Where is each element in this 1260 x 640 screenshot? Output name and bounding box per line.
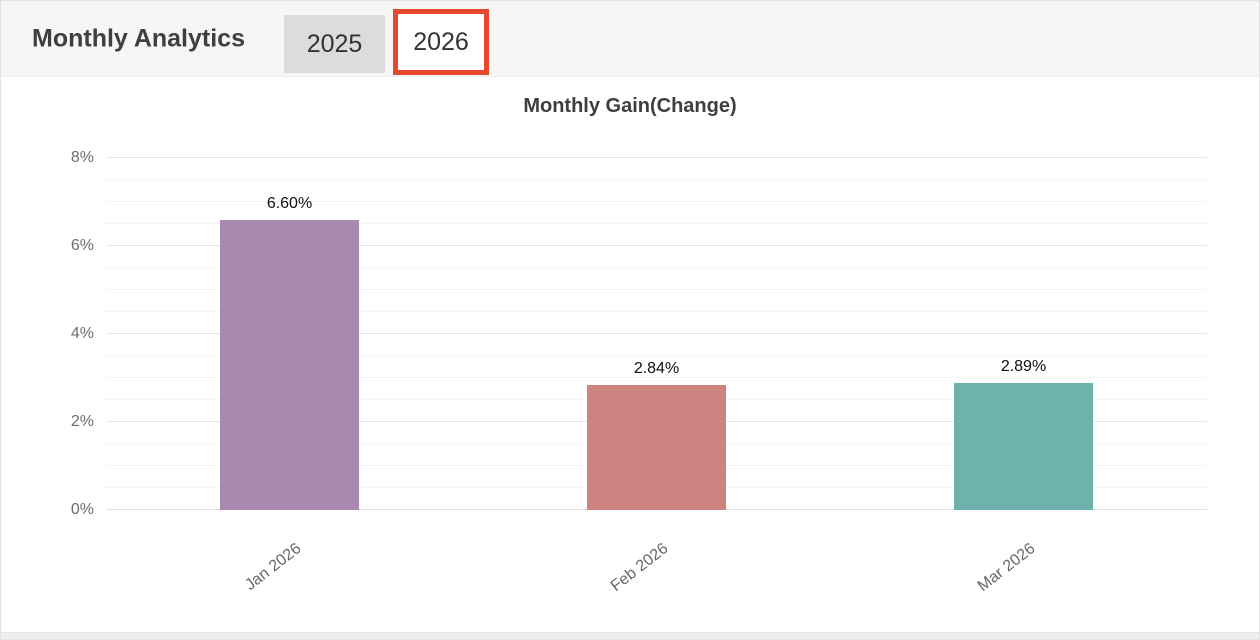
y-axis-tick-label: 0%	[70, 501, 94, 518]
bar-value-label: 2.84%	[633, 360, 680, 378]
x-axis-tick-label: Feb 2026	[607, 540, 671, 596]
bar-feb-2026[interactable]	[587, 385, 726, 510]
minor-gridline	[106, 377, 1207, 378]
highlight-box-2026: 2026	[393, 9, 489, 75]
minor-gridline	[106, 289, 1207, 290]
bar-value-label: 2.89%	[1000, 357, 1047, 375]
chart-title: Monthly Gain(Change)	[523, 95, 737, 117]
bar-chart-plot-area: 0% 2% 4% 6% 8% 6.60% Jan 2026 2.84% Feb 2026 2.89…	[71, 146, 1207, 595]
page-header: Monthly Analytics 2025 2026	[1, 1, 1259, 77]
bar-value-label: 6.60%	[266, 194, 313, 212]
minor-gridline	[106, 311, 1207, 312]
y-axis-tick-label: 4%	[70, 325, 94, 342]
x-axis-tick-label: Mar 2026	[974, 540, 1038, 596]
y-axis-tick-label: 2%	[70, 413, 94, 430]
minor-gridline	[106, 201, 1207, 202]
major-gridline	[106, 157, 1207, 158]
bar-jan-2026[interactable]	[220, 219, 359, 510]
minor-gridline	[106, 223, 1207, 224]
tab-2026[interactable]: 2026	[407, 27, 475, 58]
minor-gridline	[106, 179, 1207, 180]
y-axis-tick-label: 8%	[70, 149, 94, 166]
bar-mar-2026[interactable]	[954, 382, 1093, 510]
major-gridline	[106, 245, 1207, 246]
minor-gridline	[106, 355, 1207, 356]
minor-gridline	[106, 267, 1207, 268]
tab-2025[interactable]: 2025	[284, 15, 385, 73]
y-axis-tick-label: 6%	[70, 237, 94, 254]
page-bottom-divider	[1, 632, 1259, 639]
major-gridline	[106, 333, 1207, 334]
x-axis-tick-label: Jan 2026	[241, 540, 304, 594]
page-title: Monthly Analytics	[32, 24, 245, 52]
